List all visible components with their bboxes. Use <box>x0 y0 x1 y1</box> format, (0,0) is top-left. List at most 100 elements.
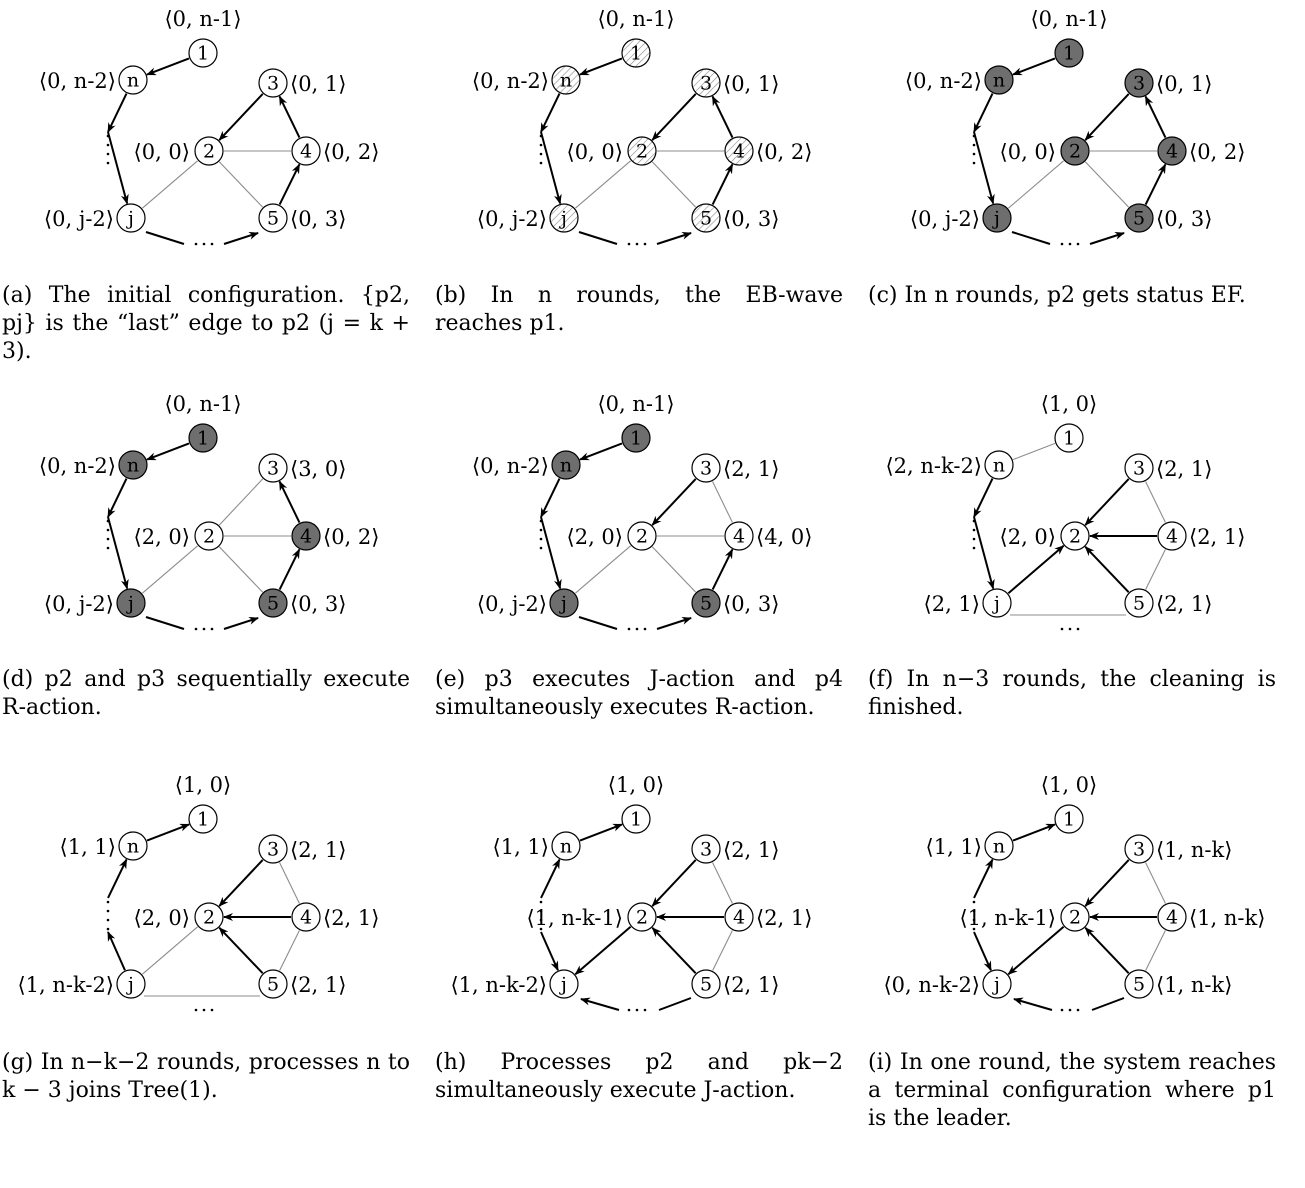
graph-diagram: 1 ⟨1, 0⟩ 2 ⟨2, 0⟩ 3 ⟨2, 1⟩ 4 ⟨2, 1⟩ 5 ⟨2, 1⟩ n ⟨2, … <box>885 392 1245 631</box>
arrow-dn-n <box>973 858 994 899</box>
arrow-n-dn <box>973 478 994 518</box>
node-j: j <box>982 969 1012 999</box>
node-3-id: 3 <box>1133 839 1145 861</box>
arrow-4-3 <box>1144 95 1167 138</box>
arrow-j-dj <box>107 931 126 971</box>
node-2-id: 2 <box>1069 907 1081 929</box>
node-5-state-label: ⟨0, 3⟩ <box>290 592 346 616</box>
node-4-id: 4 <box>1166 907 1178 929</box>
arrow-5-4 <box>1144 163 1167 205</box>
edge-3-4 <box>712 862 733 904</box>
panel-a: 1 ⟨0, n-1⟩ 2 ⟨0, 0⟩ 3 ⟨0, 1⟩ 4 ⟨0, 2⟩ 5 ⟨0, 3⟩ n ⟨0… <box>0 0 430 380</box>
node-1: 1 <box>1054 423 1084 453</box>
edge-2-j <box>142 160 198 209</box>
node-2-id: 2 <box>636 907 648 929</box>
node-5-state-label: ⟨0, 3⟩ <box>723 592 779 616</box>
node-1-id: 1 <box>630 809 642 831</box>
node-2-id: 2 <box>1069 526 1081 548</box>
arrow-3-2 <box>218 859 264 907</box>
node-j-id: j <box>992 593 1000 615</box>
node-1-id: 1 <box>1063 43 1075 65</box>
node-5-id: 5 <box>700 208 712 230</box>
arrow-j-2 <box>1007 545 1065 594</box>
node-1: 1 <box>1054 38 1084 68</box>
node-2-state-label: ⟨0, 0⟩ <box>567 140 623 164</box>
arrow-3-2 <box>1084 478 1130 526</box>
node-n-id: n <box>560 70 572 92</box>
node-4: 4 <box>1157 902 1187 932</box>
arrow-n-dn <box>107 478 128 518</box>
node-2-state-label: ⟨2, 0⟩ <box>1000 525 1056 549</box>
node-1-state-label: ⟨1, 0⟩ <box>1041 773 1097 797</box>
node-j-state-label: ⟨0, j-2⟩ <box>44 207 114 231</box>
node-3-id: 3 <box>700 73 712 95</box>
node-4: 4 <box>291 136 321 166</box>
node-n: n <box>984 65 1014 95</box>
node-3-id: 3 <box>700 458 712 480</box>
edge-2-5 <box>1084 161 1130 208</box>
node-3-id: 3 <box>267 73 279 95</box>
panel-caption: (h) Processes p2 and pk−2 simultaneously… <box>435 1050 843 1103</box>
graph-diagram: 1 ⟨0, n-1⟩ 2 ⟨2, 0⟩ 3 ⟨3, 0⟩ 4 ⟨0, 2⟩ 5 ⟨0, 3⟩ n ⟨0… <box>39 392 379 631</box>
node-n-state-label: ⟨2, n-k-2⟩ <box>885 454 982 478</box>
node-2-state-label: ⟨2, 0⟩ <box>134 906 190 930</box>
edge-4-5 <box>1145 549 1166 590</box>
node-3: 3 <box>691 834 721 864</box>
node-5-state-label: ⟨0, 3⟩ <box>723 207 779 231</box>
node-2-id: 2 <box>1069 141 1081 163</box>
node-5-id: 5 <box>1133 593 1145 615</box>
node-1-state-label: ⟨1, 0⟩ <box>175 773 231 797</box>
node-5-id: 5 <box>1133 208 1145 230</box>
ellipsis-dots-bottom <box>194 1008 214 1012</box>
node-4-id: 4 <box>733 141 745 163</box>
graph-diagram: 1 ⟨0, n-1⟩ 2 ⟨0, 0⟩ 3 ⟨0, 1⟩ 4 ⟨0, 2⟩ 5 ⟨0, 3⟩ n ⟨0… <box>39 7 379 246</box>
node-n: n <box>118 831 148 861</box>
arrow-dn-j <box>540 516 562 590</box>
node-2: 2 <box>1060 521 1090 551</box>
node-4: 4 <box>724 521 754 551</box>
node-j: j <box>116 969 146 999</box>
edge-2-j <box>1008 160 1064 209</box>
node-n-id: n <box>127 836 139 858</box>
node-4-state-label: ⟨4, 0⟩ <box>756 525 812 549</box>
node-1-state-label: ⟨0, n-1⟩ <box>164 7 241 31</box>
node-3: 3 <box>258 834 288 864</box>
arrow-jb-5b-part1 <box>145 231 185 245</box>
panel-e: 1 ⟨0, n-1⟩ 2 ⟨2, 0⟩ 3 ⟨2, 1⟩ 4 ⟨4, 0⟩ 5 ⟨0, 3⟩ n ⟨0… <box>433 385 863 765</box>
node-3-state-label: ⟨2, 1⟩ <box>1156 457 1212 481</box>
node-4-id: 4 <box>300 141 312 163</box>
node-2: 2 <box>627 136 657 166</box>
node-4: 4 <box>291 521 321 551</box>
node-2-id: 2 <box>203 141 215 163</box>
node-j: j <box>982 588 1012 618</box>
node-3: 3 <box>1124 453 1154 483</box>
panel-caption: (a) The initial configuration. {p2, pj} … <box>2 283 410 364</box>
node-j-state-label: ⟨1, n-k-2⟩ <box>17 973 114 997</box>
arrow-5-2 <box>651 927 697 974</box>
arrow-jb-5b-part1 <box>1011 231 1051 245</box>
node-5-state-label: ⟨2, 1⟩ <box>290 973 346 997</box>
node-2-state-label: ⟨2, 0⟩ <box>567 525 623 549</box>
node-n: n <box>118 65 148 95</box>
ellipsis-dots-bottom <box>627 242 647 246</box>
node-j-state-label: ⟨0, n-k-2⟩ <box>883 973 980 997</box>
node-4-state-label: ⟨2, 1⟩ <box>323 906 379 930</box>
node-4-id: 4 <box>300 907 312 929</box>
node-1-state-label: ⟨0, n-1⟩ <box>597 7 674 31</box>
node-n: n <box>118 450 148 480</box>
edge-3-4 <box>279 862 300 904</box>
node-4-id: 4 <box>733 907 745 929</box>
node-n-state-label: ⟨1, 1⟩ <box>493 835 549 859</box>
node-5: 5 <box>258 588 288 618</box>
panel-c: 1 ⟨0, n-1⟩ 2 ⟨0, 0⟩ 3 ⟨0, 1⟩ 4 ⟨0, 2⟩ 5 ⟨0, 3⟩ n ⟨0… <box>866 0 1296 380</box>
node-4-id: 4 <box>1166 141 1178 163</box>
node-3-state-label: ⟨0, 1⟩ <box>723 72 779 96</box>
node-j-id: j <box>126 974 134 996</box>
node-j: j <box>549 588 579 618</box>
node-1-state-label: ⟨1, 0⟩ <box>1041 392 1097 416</box>
node-1-state-label: ⟨0, n-1⟩ <box>597 392 674 416</box>
arrow-1-n <box>1012 57 1056 76</box>
node-1-id: 1 <box>197 809 209 831</box>
arrow-dn-j <box>540 131 562 205</box>
node-j-state-label: ⟨0, j-2⟩ <box>477 207 547 231</box>
